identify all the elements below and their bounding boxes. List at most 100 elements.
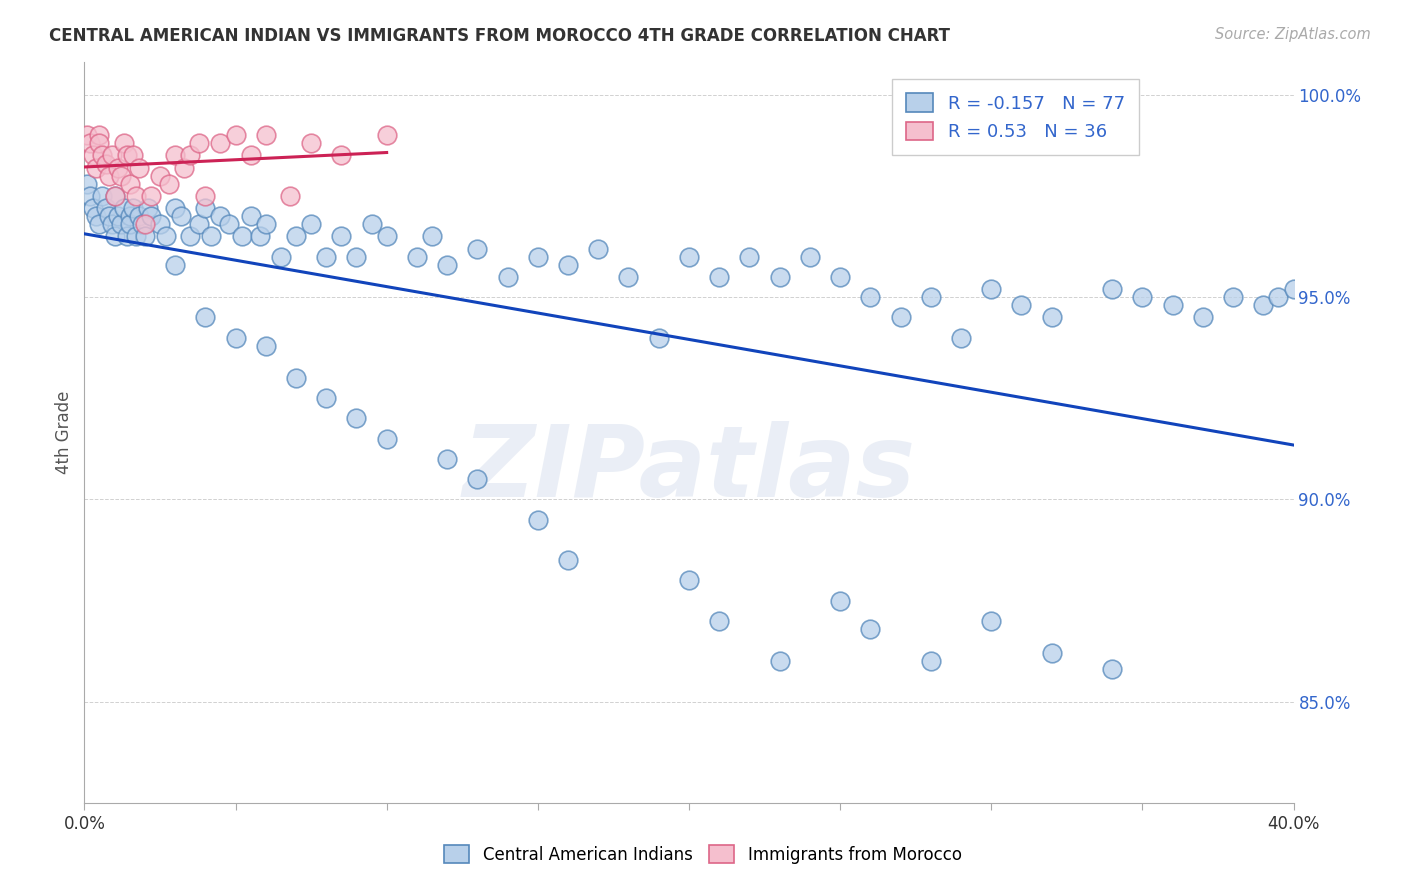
Point: [107, 209, 129, 223]
Point: [173, 161, 195, 175]
Point: [467, 472, 489, 486]
Point: [89, 217, 111, 231]
Point: [1130, 290, 1153, 304]
Point: [330, 229, 353, 244]
Point: [436, 258, 458, 272]
Point: [799, 250, 821, 264]
Point: [82, 148, 104, 162]
Point: [254, 217, 277, 231]
Point: [94, 201, 117, 215]
Point: [406, 250, 429, 264]
Point: [128, 161, 150, 175]
Point: [179, 148, 201, 162]
Point: [239, 209, 262, 223]
Point: [285, 371, 308, 385]
Point: [346, 411, 368, 425]
Point: [121, 201, 143, 215]
Point: [859, 290, 882, 304]
Point: [209, 136, 232, 151]
Point: [278, 189, 301, 203]
Point: [200, 229, 222, 244]
Point: [110, 169, 132, 183]
Point: [1101, 282, 1123, 296]
Point: [194, 201, 217, 215]
Point: [830, 269, 852, 284]
Point: [155, 229, 177, 244]
Point: [170, 209, 193, 223]
Text: Source: ZipAtlas.com: Source: ZipAtlas.com: [1215, 27, 1371, 42]
Point: [588, 242, 610, 256]
Point: [134, 229, 156, 244]
Point: [254, 128, 277, 143]
Point: [136, 201, 159, 215]
Point: [76, 128, 98, 143]
Point: [270, 250, 292, 264]
Point: [79, 136, 101, 151]
Point: [330, 148, 353, 162]
Point: [299, 217, 322, 231]
Point: [89, 136, 111, 151]
Point: [94, 156, 117, 170]
Point: [118, 177, 141, 191]
Point: [165, 148, 187, 162]
Point: [617, 269, 640, 284]
Point: [194, 310, 217, 325]
Text: CENTRAL AMERICAN INDIAN VS IMMIGRANTS FROM MOROCCO 4TH GRADE CORRELATION CHART: CENTRAL AMERICAN INDIAN VS IMMIGRANTS FR…: [49, 27, 950, 45]
Point: [285, 229, 308, 244]
Point: [950, 330, 973, 344]
Point: [830, 593, 852, 607]
Point: [467, 242, 489, 256]
Point: [769, 269, 792, 284]
Point: [100, 217, 122, 231]
Point: [107, 161, 129, 175]
Point: [1011, 298, 1033, 312]
Point: [239, 148, 262, 162]
Point: [112, 201, 135, 215]
Point: [97, 169, 120, 183]
Point: [496, 269, 519, 284]
Point: [165, 258, 187, 272]
Point: [980, 282, 1002, 296]
Point: [104, 229, 127, 244]
Point: [527, 250, 550, 264]
Legend: Central American Indians, Immigrants from Morocco: Central American Indians, Immigrants fro…: [437, 838, 969, 871]
Point: [249, 229, 271, 244]
Point: [315, 391, 337, 405]
Point: [128, 209, 150, 223]
Point: [188, 136, 211, 151]
Point: [225, 128, 247, 143]
Text: ZIPatlas: ZIPatlas: [463, 421, 915, 518]
Point: [97, 209, 120, 223]
Point: [100, 148, 122, 162]
Point: [149, 217, 172, 231]
Point: [91, 148, 114, 162]
Point: [82, 201, 104, 215]
Point: [557, 553, 579, 567]
Point: [134, 217, 156, 231]
Point: [1267, 290, 1289, 304]
Point: [890, 310, 912, 325]
Point: [1040, 646, 1063, 660]
Point: [1101, 662, 1123, 676]
Point: [1222, 290, 1244, 304]
Point: [118, 217, 141, 231]
Point: [91, 189, 114, 203]
Point: [557, 258, 579, 272]
Point: [125, 229, 148, 244]
Point: [738, 250, 761, 264]
Point: [678, 250, 700, 264]
Point: [315, 250, 337, 264]
Point: [527, 513, 550, 527]
Point: [165, 201, 187, 215]
Point: [131, 217, 153, 231]
Point: [225, 330, 247, 344]
Point: [188, 217, 211, 231]
Point: [115, 229, 138, 244]
Point: [115, 148, 138, 162]
Point: [89, 128, 111, 143]
Point: [980, 614, 1002, 628]
Point: [420, 229, 443, 244]
Point: [1192, 310, 1215, 325]
Point: [118, 209, 141, 223]
Point: [709, 614, 731, 628]
